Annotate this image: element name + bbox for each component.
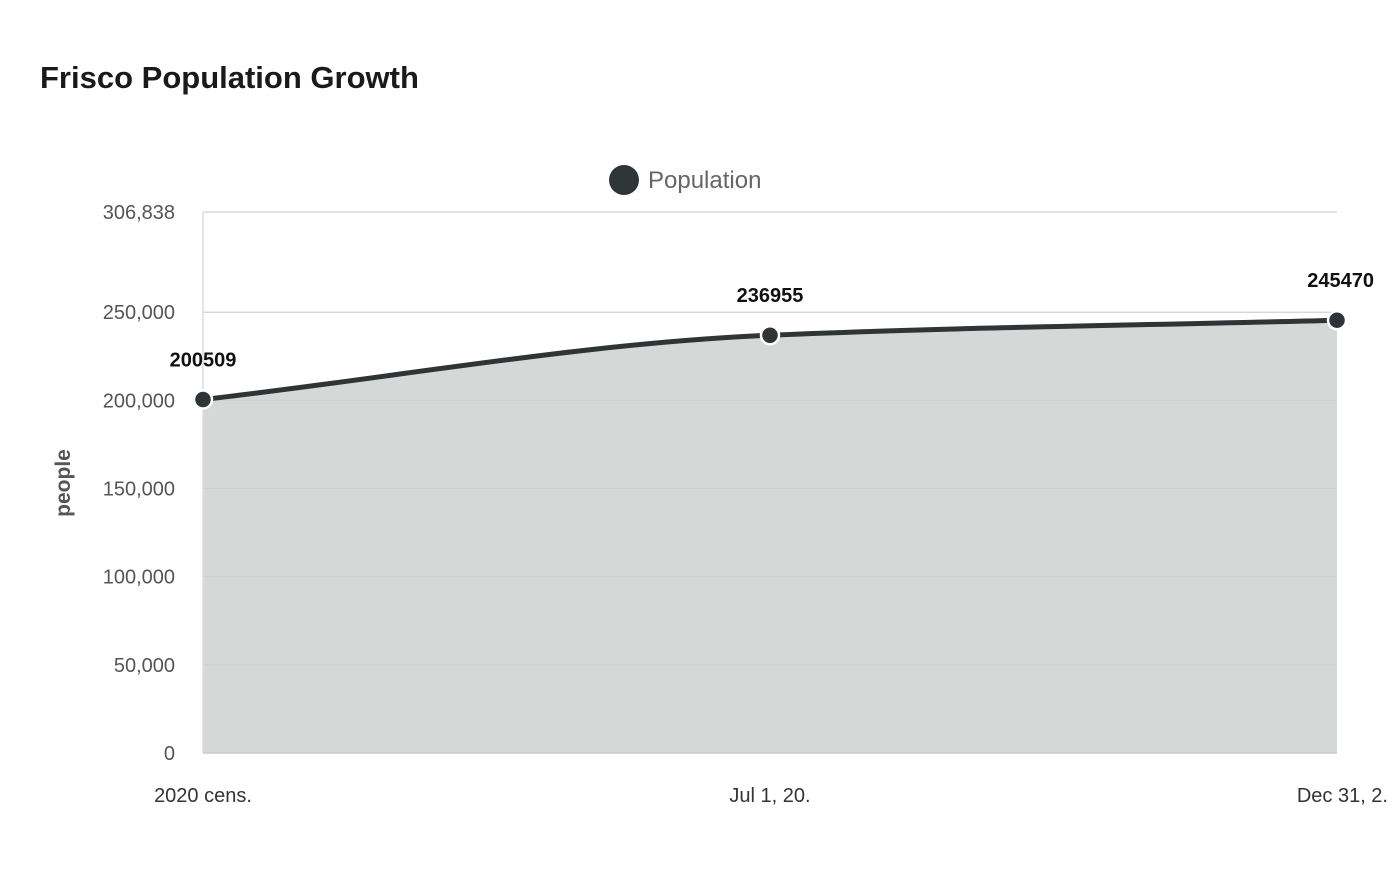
data-point bbox=[1326, 309, 1348, 331]
tick-labels: 0 50,000 100,000 150,000 200,000 250,000 306,8… bbox=[103, 202, 1388, 807]
y-tick-label: 200,000 bbox=[103, 390, 175, 412]
data-points bbox=[192, 309, 1348, 410]
axes bbox=[202, 211, 1337, 754]
data-label: 200509 bbox=[170, 349, 237, 371]
y-tick-label: 250,000 bbox=[103, 302, 175, 324]
area-fill-group bbox=[203, 320, 1337, 753]
chart-title: Frisco Population Growth bbox=[40, 60, 419, 95]
y-tick-label: 306,838 bbox=[103, 202, 175, 224]
data-point bbox=[759, 324, 781, 346]
y-tick-label: 100,000 bbox=[103, 567, 175, 589]
data-labels: 200509 236955 245470 bbox=[170, 270, 1374, 371]
legend[interactable]: Population bbox=[609, 165, 761, 195]
area-fill-population bbox=[203, 320, 1337, 753]
y-axis-label: people bbox=[52, 449, 75, 517]
legend-marker-population bbox=[609, 165, 639, 195]
data-point bbox=[192, 389, 214, 410]
y-tick-label: 150,000 bbox=[103, 479, 175, 501]
y-tick-label: 0 bbox=[164, 743, 175, 765]
x-tick-label: Dec 31, 2. bbox=[1297, 785, 1388, 807]
x-tick-label: 2020 cens. bbox=[154, 785, 252, 807]
data-label: 245470 bbox=[1307, 270, 1374, 292]
y-tick-label: 50,000 bbox=[114, 655, 175, 677]
legend-label-population: Population bbox=[648, 167, 761, 194]
x-tick-label: Jul 1, 20. bbox=[729, 785, 810, 807]
data-label: 236955 bbox=[737, 285, 804, 307]
